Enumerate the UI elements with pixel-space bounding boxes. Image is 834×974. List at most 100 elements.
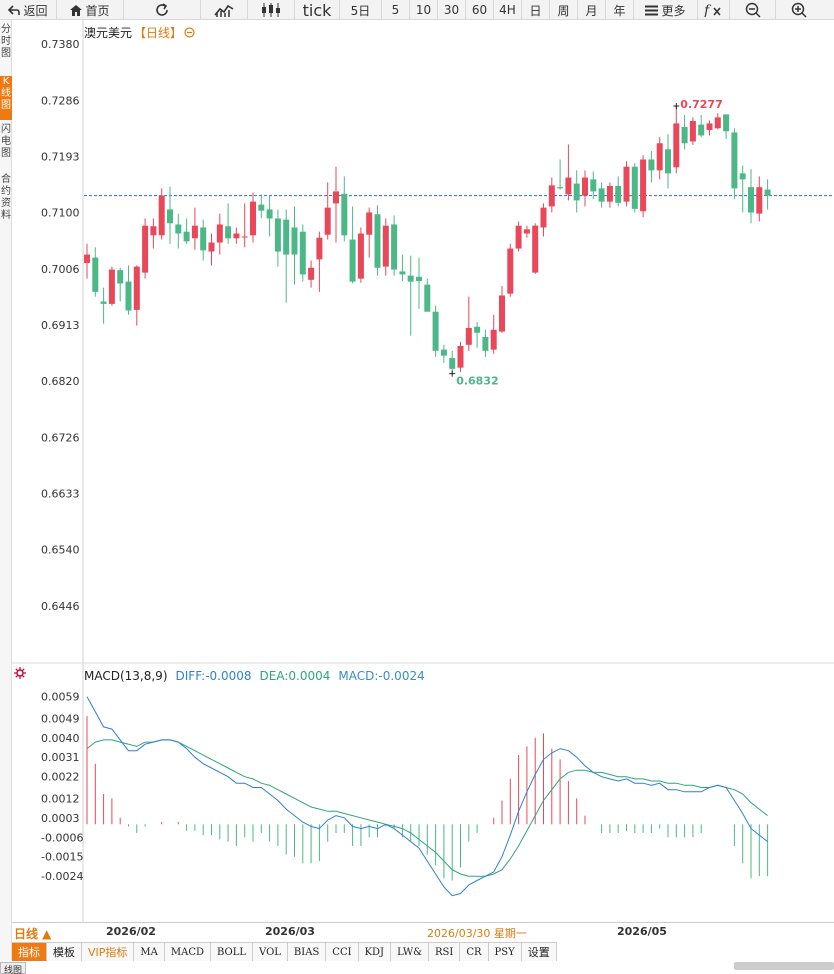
side-tab-contract-info[interactable]: 合约资料 [1, 174, 11, 221]
tab-indicator[interactable]: 指标 [12, 943, 47, 961]
tab-template[interactable]: 模板 [47, 943, 82, 961]
candle-body [499, 295, 505, 332]
candle [167, 186, 173, 244]
period-week[interactable]: 周 [550, 0, 578, 20]
tab-rsi[interactable]: RSI [429, 943, 461, 961]
candle-type-button[interactable] [248, 0, 295, 20]
horizontal-scrollbar[interactable] [734, 962, 834, 970]
candle [706, 120, 713, 136]
candle [266, 195, 273, 237]
candle [764, 179, 771, 210]
formula-button[interactable]: f [698, 0, 730, 20]
tab-bias[interactable]: BIAS [287, 943, 327, 961]
tab-cr[interactable]: CR [460, 943, 489, 961]
side-tab-kline[interactable]: K线图 [0, 76, 12, 120]
candle-body [615, 185, 622, 203]
refresh-button[interactable] [124, 0, 201, 20]
chart-type-button[interactable] [201, 0, 248, 20]
back-button[interactable]: 返回 [0, 0, 57, 20]
candle-body [723, 114, 730, 132]
settings-circle-icon[interactable] [184, 27, 195, 38]
dea-line [86, 739, 768, 877]
tab-kdj[interactable]: KDJ [358, 943, 392, 961]
candle [324, 182, 331, 240]
candle-body [324, 207, 331, 235]
candle-body [175, 224, 182, 234]
candle-body [84, 254, 90, 263]
more-button[interactable]: 更多 [634, 0, 698, 20]
candle-body [714, 117, 721, 129]
candle-body [191, 225, 198, 239]
bottom-line-tab[interactable]: 线图 [0, 962, 26, 974]
candle [540, 203, 547, 237]
y-tick-label: 0.7100 [41, 206, 80, 219]
candle-body [200, 227, 207, 251]
menu-icon [645, 5, 659, 15]
candle [299, 224, 306, 282]
period-4h[interactable]: 4H [494, 0, 522, 20]
candle-body [117, 270, 124, 284]
candle [548, 177, 555, 213]
period-30[interactable]: 30 [438, 0, 466, 20]
candle-body [681, 127, 688, 144]
tab-boll[interactable]: BOLL [211, 943, 254, 961]
home-button[interactable]: 首页 [57, 0, 124, 20]
side-tab-flash[interactable]: 闪电图 [1, 124, 11, 159]
candle [424, 278, 431, 312]
candle [457, 341, 464, 372]
tab-lw[interactable]: LW& [391, 943, 430, 961]
tab-settings[interactable]: 设置 [521, 943, 557, 961]
zoom-in-button[interactable] [776, 0, 821, 20]
candle [274, 209, 281, 267]
period-5[interactable]: 5 [382, 0, 410, 20]
low-price-label: 0.6832 [456, 375, 498, 388]
period-10[interactable]: 10 [410, 0, 438, 20]
candle [698, 114, 705, 138]
period-selector[interactable]: 日线 ▲ [14, 927, 52, 941]
candle-body [557, 187, 564, 189]
tab-vol[interactable]: VOL [253, 943, 288, 961]
tab-vip-indicator[interactable]: VIP指标 [82, 943, 135, 961]
indicator-settings-icon[interactable] [14, 667, 26, 682]
candle-body [250, 201, 256, 236]
period-tick[interactable]: tick [295, 0, 340, 20]
candlestick-icon [262, 3, 280, 17]
candle [573, 170, 580, 213]
candle-body [391, 224, 398, 270]
period-5d[interactable]: 5日 [340, 0, 382, 20]
candle-body [133, 266, 140, 310]
zoom-out-button[interactable] [730, 0, 776, 20]
period-60[interactable]: 60 [466, 0, 494, 20]
candle [125, 265, 132, 315]
candle-body [449, 358, 456, 369]
candle-body [225, 226, 232, 239]
tab-ma[interactable]: MA [134, 943, 165, 961]
candle-body [640, 159, 647, 212]
candle-body [274, 218, 281, 252]
candle-body [283, 219, 290, 255]
tab-macd[interactable]: MACD [164, 943, 212, 961]
period-day[interactable]: 日 [522, 0, 550, 20]
candle [615, 176, 622, 207]
line-chart-icon [214, 4, 234, 17]
candle-body [233, 233, 240, 239]
back-label: 返回 [23, 3, 48, 18]
macd-y-tick-label: -0.0006 [41, 831, 83, 844]
candle-body [382, 225, 389, 267]
candle-body [731, 132, 738, 189]
svg-text:f: f [704, 3, 712, 17]
candle-body [540, 207, 547, 228]
candle-body [241, 236, 248, 238]
period-month[interactable]: 月 [578, 0, 606, 20]
diff-line [86, 696, 768, 897]
candle-body [631, 166, 638, 209]
macd-chart[interactable]: 0.0059 0.0049 0.0040 0.0031 0.0022 0.0012 0.00… [0, 664, 834, 922]
candle [499, 285, 505, 333]
candle [183, 218, 190, 244]
tab-cci[interactable]: CCI [326, 943, 359, 961]
tab-psy[interactable]: PSY [488, 943, 522, 961]
period-year[interactable]: 年 [606, 0, 634, 20]
price-chart[interactable]: 0.7380 0.7286 0.7193 0.7100 0.7006 0.6913 0.68… [0, 20, 834, 664]
candle-body [158, 195, 165, 236]
side-tab-timeshare[interactable]: 分时图 [1, 24, 11, 59]
